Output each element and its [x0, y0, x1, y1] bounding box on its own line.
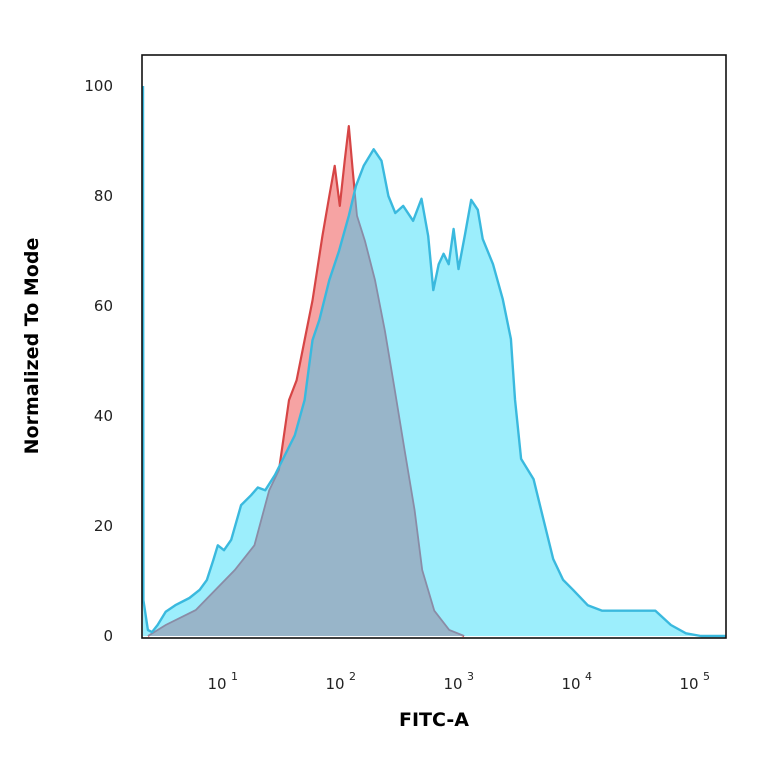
x-tick-base: 10 — [679, 675, 698, 693]
x-tick-label: 10 1 — [207, 670, 238, 693]
x-tick-base: 10 — [207, 675, 226, 693]
y-tick-label: 60 — [94, 297, 113, 315]
x-tick-label: 10 2 — [325, 670, 356, 693]
blue-series-line — [141, 85, 726, 638]
y-tick-label: 40 — [94, 407, 113, 425]
x-tick-label: 10 3 — [443, 670, 474, 693]
y-tick-label: 20 — [94, 517, 113, 535]
x-tick-base: 10 — [561, 675, 580, 693]
y-tick-label: 80 — [94, 187, 113, 205]
x-tick-base: 10 — [443, 675, 462, 693]
x-tick-exponent: 3 — [467, 670, 474, 683]
x-axis-label: FITC-A — [399, 709, 469, 731]
x-tick-exponent: 2 — [349, 670, 356, 683]
x-tick-base: 10 — [325, 675, 344, 693]
y-tick-label: 0 — [103, 627, 113, 645]
plot-frame — [141, 54, 727, 639]
x-tick-exponent: 4 — [585, 670, 592, 683]
x-tick-label: 10 5 — [679, 670, 710, 693]
x-tick-label: 10 4 — [561, 670, 592, 693]
x-tick-exponent: 5 — [703, 670, 710, 683]
y-tick-label: 100 — [84, 77, 113, 95]
x-tick-exponent: 1 — [231, 670, 238, 683]
y-axis-label: Normalized To Mode — [21, 238, 43, 455]
